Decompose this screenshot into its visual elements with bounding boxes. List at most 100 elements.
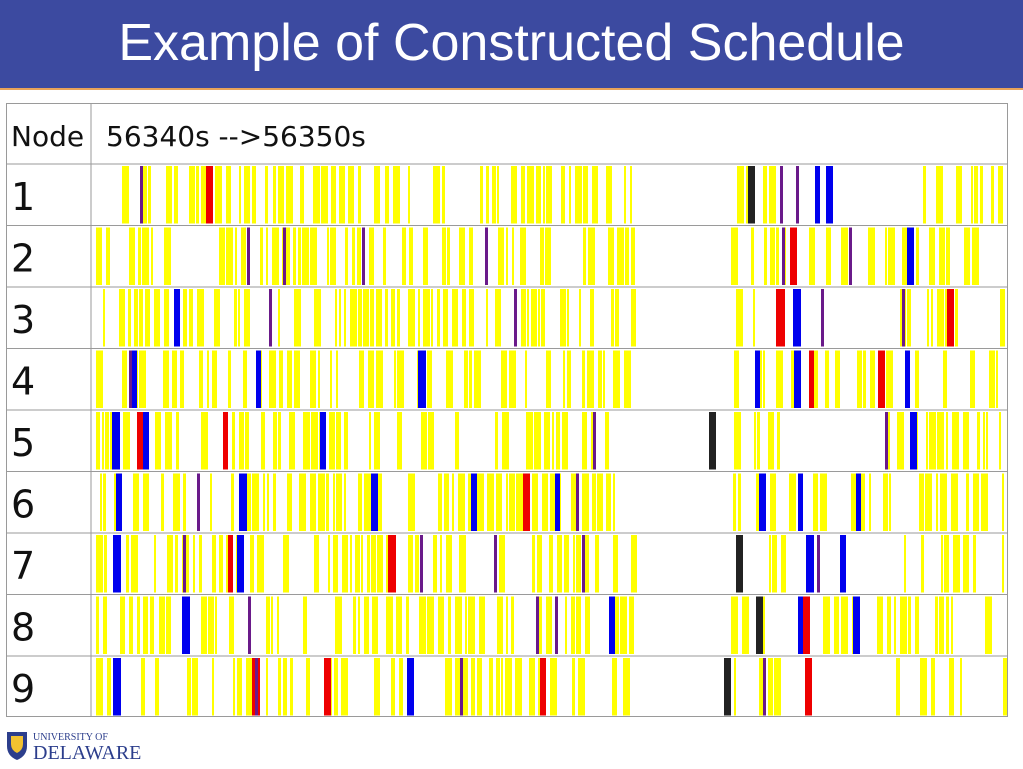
activity-bar <box>243 350 247 408</box>
activity-bar <box>376 350 383 408</box>
activity-bar <box>588 227 595 285</box>
activity-bar <box>293 227 296 285</box>
activity-bar <box>386 535 388 593</box>
activity-bar <box>926 412 928 470</box>
marker-bar <box>756 596 763 654</box>
activity-bar <box>397 289 400 347</box>
activity-bar <box>96 535 103 593</box>
activity-bar <box>952 412 959 470</box>
activity-bar <box>509 473 515 531</box>
activity-bar <box>789 473 796 531</box>
activity-bar <box>521 166 525 224</box>
activity-bar <box>151 227 153 285</box>
activity-bar <box>235 227 237 285</box>
activity-bar <box>734 350 739 408</box>
activity-bar <box>201 412 208 470</box>
activity-bar <box>544 412 550 470</box>
activity-bar <box>970 350 975 408</box>
activity-bar <box>246 658 252 716</box>
activity-bar <box>919 473 924 531</box>
activity-bar <box>123 412 130 470</box>
activity-bar <box>399 658 403 716</box>
activity-bar <box>624 166 626 224</box>
event-bar <box>840 535 846 593</box>
activity-bar <box>537 596 542 654</box>
activity-bar <box>131 535 138 593</box>
activity-bar <box>541 289 545 347</box>
activity-bar <box>201 166 208 224</box>
activity-bar <box>265 166 268 224</box>
activity-bar <box>173 473 180 531</box>
logo-line1: UNIVERSITY OF <box>33 732 108 743</box>
activity-bar <box>212 658 214 716</box>
activity-bar <box>496 658 500 716</box>
activity-bar <box>781 535 786 593</box>
activity-bar <box>440 535 442 593</box>
activity-bar <box>327 227 329 285</box>
activity-bar <box>409 227 413 285</box>
activity-bar <box>364 473 371 531</box>
activity-bar <box>943 350 947 408</box>
event-bar <box>905 350 910 408</box>
activity-bar <box>888 227 895 285</box>
activity-bar <box>608 227 614 285</box>
activity-bar <box>769 166 776 224</box>
activity-bar <box>344 412 348 470</box>
activity-bar <box>940 473 947 531</box>
activity-bar <box>175 535 178 593</box>
event-bar <box>755 350 760 408</box>
activity-bar <box>318 350 320 408</box>
activity-bar <box>374 658 380 716</box>
activity-bar <box>611 289 614 347</box>
event-bar <box>137 412 143 470</box>
activity-bar <box>330 227 336 285</box>
activity-bar <box>368 350 374 408</box>
event-bar <box>523 473 530 531</box>
activity-bar <box>129 596 133 654</box>
activity-bar <box>576 535 581 593</box>
activity-bar <box>358 473 362 531</box>
activity-bar <box>232 412 235 470</box>
activity-bar <box>419 596 426 654</box>
activity-bar <box>437 289 440 347</box>
event-bar <box>113 535 121 593</box>
activity-bar <box>579 289 581 347</box>
activity-bar <box>552 412 554 470</box>
activity-bar <box>272 227 279 285</box>
activity-bar <box>228 350 231 408</box>
activity-bar <box>606 166 612 224</box>
activity-bar <box>531 289 537 347</box>
activity-bar <box>857 350 862 408</box>
activity-bar <box>756 473 759 531</box>
event-bar <box>228 535 233 593</box>
activity-bar <box>542 473 548 531</box>
activity-bar <box>415 535 419 593</box>
activity-bar <box>595 535 599 593</box>
activity-bar <box>342 535 348 593</box>
activity-bar <box>506 227 508 285</box>
activity-bar <box>328 535 330 593</box>
event-bar <box>371 473 378 531</box>
activity-bar <box>869 473 871 531</box>
activity-bar <box>369 227 374 285</box>
activity-bar <box>951 596 953 654</box>
activity-bar <box>448 596 451 654</box>
event-bar <box>809 350 814 408</box>
activity-bar <box>279 350 283 408</box>
activity-bar <box>908 596 911 654</box>
activity-bar <box>335 289 337 347</box>
activity-bar <box>287 350 292 408</box>
activity-bar <box>590 289 594 347</box>
activity-bar <box>238 289 240 347</box>
activity-bar <box>492 166 496 224</box>
activity-bar <box>452 289 458 347</box>
event-bar <box>798 596 806 654</box>
activity-bar <box>452 473 454 531</box>
event-bar <box>223 412 228 470</box>
activity-bar <box>929 412 936 470</box>
activity-bar <box>592 166 598 224</box>
activity-bar <box>442 166 445 224</box>
activity-bar <box>464 350 468 408</box>
activity-bar <box>826 227 831 285</box>
activity-bar <box>751 227 754 285</box>
